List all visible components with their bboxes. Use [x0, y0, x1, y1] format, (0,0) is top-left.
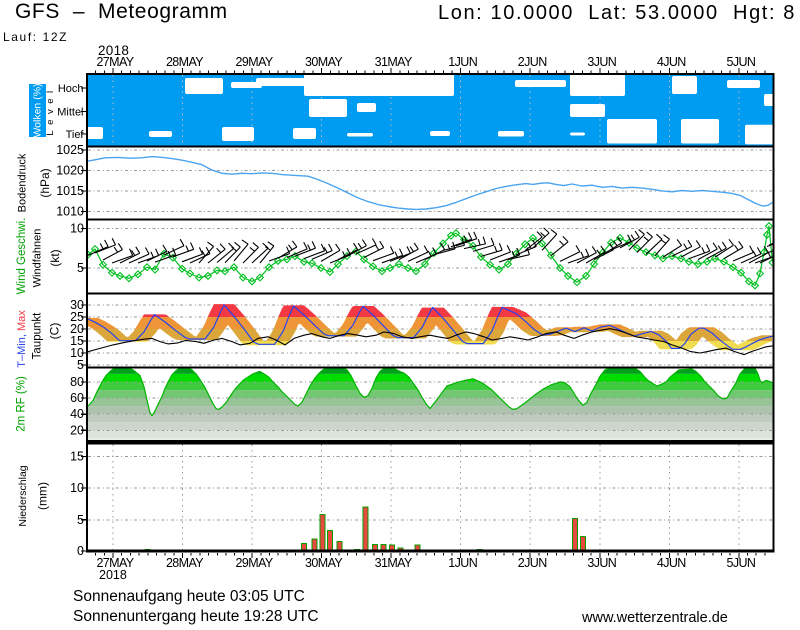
- svg-text:www.wetterzentrale.de: www.wetterzentrale.de: [581, 610, 728, 625]
- svg-text:30MAY: 30MAY: [305, 556, 343, 570]
- svg-text:Taupunkt: Taupunkt: [32, 312, 44, 359]
- svg-text:Mittel: Mittel: [57, 107, 83, 119]
- svg-text:Lon: 10.0000 Lat: 53.0000 Hg: Lon: 10.0000 Lat: 53.0000 Hgt: 8: [438, 2, 796, 24]
- svg-text:Wolken (%): Wolken (%): [32, 83, 44, 137]
- svg-text:Windfahnen: Windfahnen: [32, 229, 44, 288]
- svg-text:60: 60: [70, 391, 84, 405]
- svg-text:27MAY: 27MAY: [96, 55, 134, 69]
- svg-text:5JUN: 5JUN: [726, 556, 755, 570]
- svg-text:30MAY: 30MAY: [305, 55, 343, 69]
- svg-text:1025: 1025: [56, 143, 84, 157]
- svg-text:1JUN: 1JUN: [448, 556, 477, 570]
- svg-text:2018: 2018: [99, 568, 127, 582]
- svg-text:Level: Level: [45, 85, 56, 135]
- svg-text:GFS – Meteogramm: GFS – Meteogramm: [15, 0, 228, 23]
- svg-text:10: 10: [70, 222, 84, 236]
- svg-text:2m RF (%): 2m RF (%): [16, 376, 28, 432]
- svg-text:2018: 2018: [98, 43, 129, 58]
- svg-text:5: 5: [77, 513, 84, 527]
- svg-text:5JUN: 5JUN: [726, 55, 755, 69]
- svg-text:0: 0: [77, 544, 84, 558]
- svg-text:29MAY: 29MAY: [236, 556, 274, 570]
- svg-text:4JUN: 4JUN: [657, 556, 686, 570]
- svg-text:3JUN: 3JUN: [587, 55, 616, 69]
- svg-text:5: 5: [77, 358, 84, 372]
- svg-text:Bodendruck: Bodendruck: [17, 153, 29, 212]
- svg-text:31MAY: 31MAY: [375, 556, 413, 570]
- svg-text:31MAY: 31MAY: [375, 55, 413, 69]
- svg-text:5: 5: [77, 261, 84, 275]
- svg-text:40: 40: [70, 407, 84, 421]
- svg-text:Sonnenuntergang heute 19:28 UT: Sonnenuntergang heute 19:28 UTC: [73, 608, 319, 625]
- svg-text:(C): (C): [48, 323, 62, 340]
- svg-text:4JUN: 4JUN: [657, 55, 686, 69]
- svg-text:(hPa): (hPa): [38, 168, 52, 197]
- svg-text:3JUN: 3JUN: [587, 556, 616, 570]
- svg-text:28MAY: 28MAY: [166, 556, 204, 570]
- svg-text:2JUN: 2JUN: [518, 556, 547, 570]
- svg-text:Wind Geschwi.: Wind Geschwi.: [16, 218, 28, 295]
- svg-text:28MAY: 28MAY: [166, 55, 204, 69]
- svg-text:27MAY: 27MAY: [96, 556, 134, 570]
- svg-text:15: 15: [70, 334, 84, 348]
- svg-text:30: 30: [70, 298, 84, 312]
- svg-text:1020: 1020: [56, 164, 84, 178]
- svg-text:20: 20: [70, 322, 84, 336]
- svg-text:10: 10: [70, 481, 84, 495]
- svg-text:15: 15: [70, 449, 84, 463]
- svg-text:29MAY: 29MAY: [236, 55, 274, 69]
- svg-text:25: 25: [70, 310, 84, 324]
- svg-text:1010: 1010: [56, 204, 84, 218]
- svg-text:Tief: Tief: [66, 129, 85, 141]
- svg-text:Hoch: Hoch: [58, 83, 84, 95]
- svg-text:10: 10: [70, 346, 84, 360]
- svg-text:(mm): (mm): [36, 482, 50, 510]
- svg-text:Niederschlag: Niederschlag: [17, 465, 29, 526]
- svg-text:Sonnenaufgang heute 03:05 UTC: Sonnenaufgang heute 03:05 UTC: [73, 588, 305, 605]
- svg-text:20: 20: [70, 423, 84, 437]
- svg-text:T–Min, Max: T–Min, Max: [16, 310, 28, 368]
- svg-text:Lauf: 12Z: Lauf: 12Z: [3, 30, 68, 44]
- svg-text:1JUN: 1JUN: [448, 55, 477, 69]
- svg-text:(kt): (kt): [48, 249, 62, 266]
- svg-text:1015: 1015: [56, 184, 84, 198]
- svg-text:80: 80: [70, 375, 84, 389]
- svg-text:2JUN: 2JUN: [518, 55, 547, 69]
